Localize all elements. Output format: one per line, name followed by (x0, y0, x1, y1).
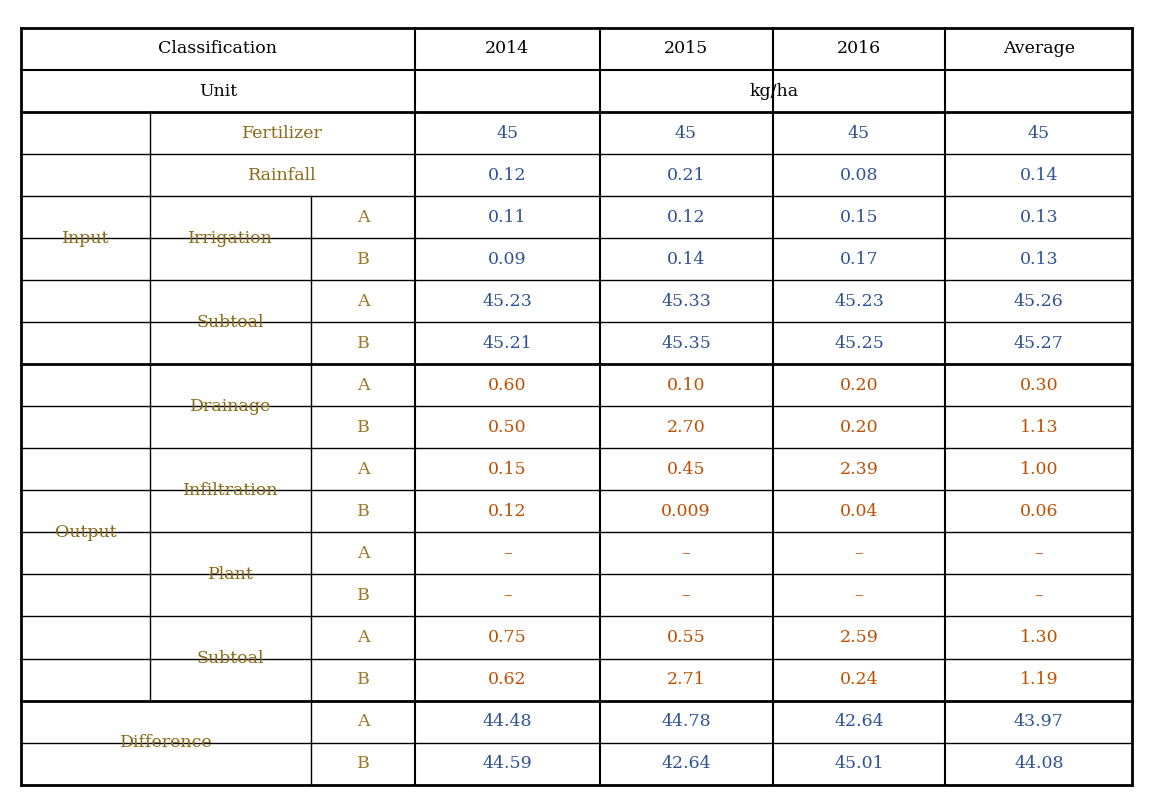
Text: 0.21: 0.21 (666, 167, 706, 184)
Text: 0.12: 0.12 (666, 209, 706, 225)
Text: 2.70: 2.70 (666, 419, 706, 435)
Text: Classification: Classification (158, 41, 278, 58)
Text: 2.71: 2.71 (666, 671, 706, 688)
Text: 42.64: 42.64 (661, 755, 711, 772)
Text: 45.26: 45.26 (1013, 292, 1064, 310)
Text: A: A (357, 629, 369, 646)
Text: –: – (1034, 587, 1043, 604)
Text: 1.19: 1.19 (1019, 671, 1058, 688)
Text: 45.27: 45.27 (1013, 335, 1064, 352)
Text: 45.35: 45.35 (661, 335, 711, 352)
Text: 45: 45 (675, 125, 698, 141)
Text: 0.20: 0.20 (839, 377, 879, 394)
Text: B: B (356, 587, 370, 604)
Text: 2014: 2014 (485, 41, 529, 58)
Text: 0.009: 0.009 (661, 503, 711, 520)
Text: –: – (681, 587, 691, 604)
Text: –: – (854, 545, 864, 562)
Text: –: – (503, 545, 512, 562)
Text: B: B (356, 419, 370, 435)
Text: 0.04: 0.04 (839, 503, 879, 520)
Text: –: – (681, 545, 691, 562)
Text: 0.13: 0.13 (1019, 251, 1058, 268)
Text: Infiltration: Infiltration (183, 482, 278, 499)
Text: 0.14: 0.14 (666, 251, 706, 268)
Text: B: B (356, 755, 370, 772)
Text: Input: Input (61, 229, 110, 247)
Text: B: B (356, 671, 370, 688)
Text: 45.21: 45.21 (482, 335, 533, 352)
Text: 44.78: 44.78 (661, 713, 711, 730)
Text: A: A (357, 713, 369, 730)
Text: 45.25: 45.25 (834, 335, 884, 352)
Text: 2016: 2016 (837, 41, 881, 58)
Text: 0.12: 0.12 (488, 167, 527, 184)
Text: 0.24: 0.24 (839, 671, 879, 688)
Text: 0.10: 0.10 (666, 377, 706, 394)
Text: Output: Output (54, 524, 116, 541)
Text: –: – (1034, 545, 1043, 562)
Text: Subtoal: Subtoal (197, 650, 264, 667)
Text: 0.12: 0.12 (488, 503, 527, 520)
Text: 1.13: 1.13 (1019, 419, 1058, 435)
Text: –: – (854, 587, 864, 604)
Text: 0.17: 0.17 (839, 251, 879, 268)
Text: 0.11: 0.11 (488, 209, 527, 225)
Text: Fertilizer: Fertilizer (242, 125, 323, 141)
Text: 42.64: 42.64 (834, 713, 884, 730)
Text: 1.30: 1.30 (1019, 629, 1058, 646)
Text: 0.60: 0.60 (488, 377, 527, 394)
Text: 0.62: 0.62 (488, 671, 527, 688)
Text: 2.39: 2.39 (839, 461, 879, 478)
Text: Average: Average (1003, 41, 1075, 58)
Text: 0.30: 0.30 (1019, 377, 1058, 394)
Text: 0.55: 0.55 (666, 629, 706, 646)
Text: B: B (356, 251, 370, 268)
Text: kg/ha: kg/ha (749, 82, 798, 100)
Text: 0.08: 0.08 (839, 167, 879, 184)
Text: 45: 45 (1027, 125, 1050, 141)
Text: Drainage: Drainage (190, 398, 271, 415)
Text: Irrigation: Irrigation (188, 229, 273, 247)
Text: 43.97: 43.97 (1013, 713, 1064, 730)
Text: 0.50: 0.50 (488, 419, 527, 435)
Text: 45: 45 (496, 125, 519, 141)
Text: 45.23: 45.23 (482, 292, 533, 310)
Text: Rainfall: Rainfall (248, 167, 317, 184)
Text: 0.75: 0.75 (488, 629, 527, 646)
Text: 0.15: 0.15 (839, 209, 879, 225)
Text: 0.09: 0.09 (488, 251, 527, 268)
Text: 0.15: 0.15 (488, 461, 527, 478)
Text: 2.59: 2.59 (839, 629, 879, 646)
Text: Subtoal: Subtoal (197, 314, 264, 331)
Text: A: A (357, 292, 369, 310)
Text: A: A (357, 377, 369, 394)
Text: 44.08: 44.08 (1015, 755, 1063, 772)
Text: Unit: Unit (198, 82, 238, 100)
Text: Difference: Difference (120, 734, 212, 751)
Text: 45.23: 45.23 (834, 292, 884, 310)
Text: 45.01: 45.01 (834, 755, 884, 772)
Text: 1.00: 1.00 (1019, 461, 1058, 478)
Text: A: A (357, 209, 369, 225)
Text: 45: 45 (847, 125, 871, 141)
Text: –: – (503, 587, 512, 604)
Text: 0.20: 0.20 (839, 419, 879, 435)
Text: 44.48: 44.48 (483, 713, 532, 730)
Text: 2015: 2015 (664, 41, 708, 58)
Text: Plant: Plant (208, 566, 254, 583)
Text: A: A (357, 545, 369, 562)
Text: 0.45: 0.45 (666, 461, 706, 478)
Text: 0.06: 0.06 (1019, 503, 1058, 520)
Text: A: A (357, 461, 369, 478)
Text: 0.13: 0.13 (1019, 209, 1058, 225)
Text: B: B (356, 335, 370, 352)
Text: B: B (356, 503, 370, 520)
Text: 44.59: 44.59 (482, 755, 533, 772)
Text: 0.14: 0.14 (1019, 167, 1058, 184)
Text: 45.33: 45.33 (661, 292, 711, 310)
